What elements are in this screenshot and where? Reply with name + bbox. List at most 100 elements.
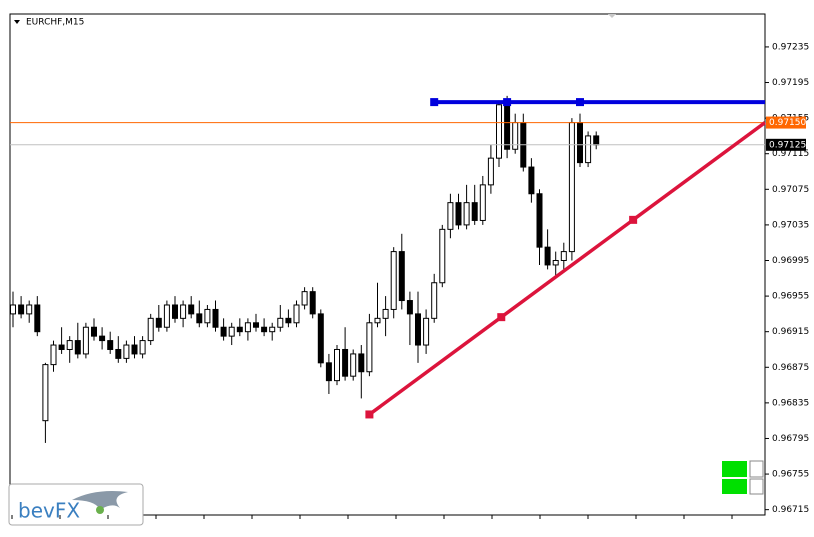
candle-body [74,340,81,355]
candle-body [334,348,340,382]
candle-body [471,202,478,221]
chart-title: EURCHF,M15 [26,18,84,28]
trendline [368,121,767,416]
y-tick-label: 0.97035 [772,220,809,230]
candle-body [382,308,389,319]
candle-body [269,326,276,333]
candle-body [325,362,332,382]
candle-body [415,313,421,346]
candle-body [34,304,41,333]
line-handle [576,98,584,107]
candle-body [50,344,57,366]
candle-body [536,193,543,248]
candle-body [66,340,73,350]
candle-body [115,348,122,359]
candle-body [18,304,25,315]
candle-body [439,228,446,284]
candle-body [447,202,454,230]
logo-dot [96,506,104,514]
candle-body [585,135,592,164]
y-tick-label: 0.97075 [772,185,809,195]
candle-body [293,304,300,324]
y-tick-label: 0.97235 [772,42,809,52]
button[interactable] [722,479,747,494]
candle-body [577,122,583,164]
logo-bird [72,491,128,510]
candle-body [220,326,227,337]
candle-body [188,304,195,315]
y-tick-label: 0.96795 [772,434,809,444]
candle-body [123,344,130,359]
candle-body [496,104,502,159]
candle-body [301,291,308,306]
candle-body [155,317,162,328]
menu-arrow[interactable] [14,20,20,24]
price-label-bg [766,116,806,129]
candle-body [309,291,316,315]
logo-box: bevFX [8,483,144,526]
candle-body [212,308,219,328]
candle-body [204,308,211,324]
candle-body [163,304,170,328]
plot-frame [9,13,766,516]
candle-body [261,326,268,333]
candle-body [593,135,600,146]
candle-body [172,304,178,319]
candle-body [374,317,381,324]
line-handle [365,410,374,419]
y-tick-label: 0.96715 [772,505,809,515]
price-label-bg [766,138,806,151]
line-handle [503,98,512,107]
candle-body [423,317,430,346]
line-handle [497,313,506,322]
candle-body [390,251,397,310]
candle-body [42,364,49,422]
candle-body [82,326,89,355]
button[interactable] [722,461,747,477]
candle-body [487,157,494,186]
price-label: 0.97125 [769,140,806,150]
button[interactable] [749,460,764,478]
candle-body [10,304,16,315]
candle-body [180,304,187,319]
candle-body [350,353,357,377]
candle-body [285,317,292,324]
candle-body [236,326,243,333]
candle-body [253,322,259,328]
bottom-buttons[interactable] [722,460,764,495]
line-handle [629,215,638,224]
candle-body [455,202,462,226]
candle-body [552,259,559,266]
candle-body [228,326,235,337]
candle-body [131,344,138,355]
logo-text: bevFX [18,499,80,523]
candle-body [58,344,65,350]
candle-body [317,313,324,364]
candle-body [544,246,551,266]
candle-body [342,348,349,377]
candle-body [277,317,284,328]
y-tick-label: 0.96995 [772,256,809,266]
candle-body [26,304,33,315]
y-tick-label: 0.97195 [772,78,809,88]
candle-body [139,340,146,355]
price-label: 0.97150 [769,118,806,128]
candle-body [398,251,405,302]
candle-body [107,340,114,350]
candle-body [463,202,470,226]
candle-body [431,282,438,319]
candle-body [358,353,365,373]
y-tick-label: 0.96955 [772,292,809,302]
candle-body [196,313,203,324]
candle-body [568,122,575,253]
y-tick-label: 0.96915 [772,327,809,337]
candle-body [479,184,486,221]
candle-body [91,326,97,337]
line-handle [430,98,439,107]
y-tick-label: 0.96755 [772,470,809,480]
candle-body [406,300,413,315]
candle-body [504,104,511,150]
button[interactable] [749,478,764,495]
y-tick-label: 0.96875 [772,363,809,373]
